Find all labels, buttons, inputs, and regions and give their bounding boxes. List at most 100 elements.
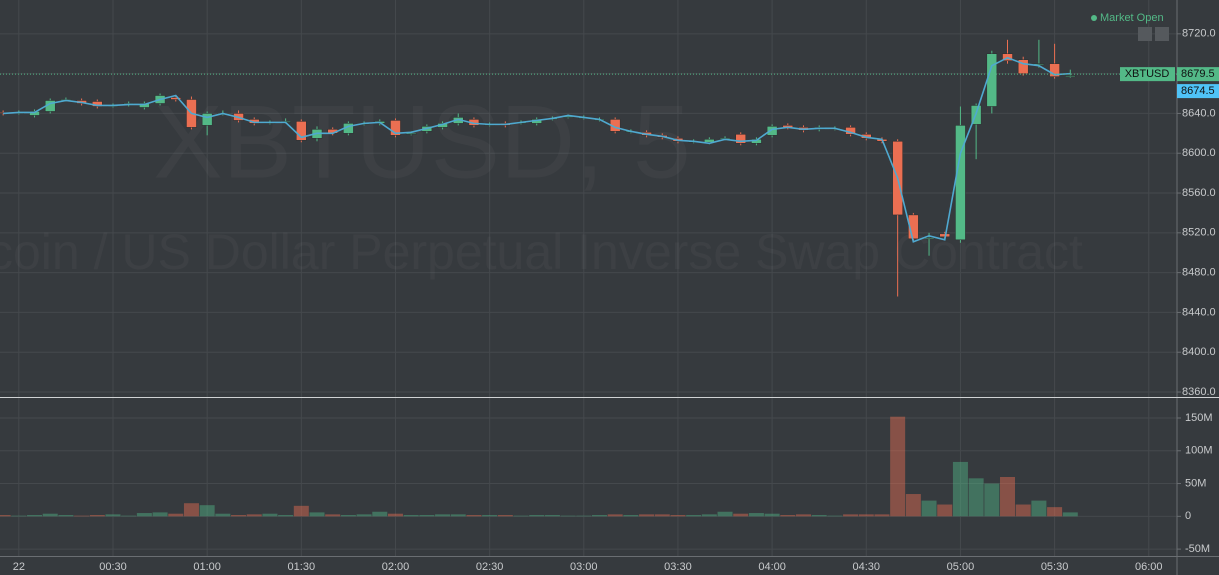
volume-bar — [1000, 477, 1016, 517]
volume-bar — [58, 515, 74, 517]
x-tick-label: 00:30 — [99, 561, 127, 573]
button[interactable] — [1155, 27, 1169, 41]
x-tick-label: 02:00 — [382, 561, 410, 573]
candle-body — [735, 134, 746, 144]
x-tick-label: 01:30 — [288, 561, 316, 573]
volume-bar — [27, 515, 43, 517]
volume-bar — [858, 514, 874, 517]
volume-bar — [639, 514, 655, 517]
volume-bar — [372, 511, 388, 517]
volume-bar — [340, 515, 356, 517]
volume-bar — [623, 515, 639, 517]
volume-bar — [654, 514, 670, 517]
price-label: 8674.5 — [1181, 85, 1215, 97]
volume-bar — [984, 483, 1000, 517]
candle-body — [405, 133, 417, 135]
candle-body — [170, 97, 182, 100]
volume-bar — [0, 515, 11, 517]
grid — [0, 0, 1177, 556]
volume-bar — [1047, 507, 1063, 517]
volume-bar — [890, 416, 906, 517]
volume-bar — [670, 515, 686, 517]
volume-tick-label: 0 — [1185, 510, 1191, 522]
volume-bar — [278, 515, 294, 517]
x-tick-label: 04:30 — [853, 561, 881, 573]
y-tick-label: 8520.0 — [1182, 227, 1216, 239]
status-dot — [1091, 15, 1097, 21]
volume-bar — [1031, 500, 1047, 517]
y-tick-label: 8600.0 — [1182, 147, 1216, 159]
volume-bar — [11, 515, 27, 517]
volume-bar — [403, 515, 419, 517]
price-label-box — [1177, 67, 1219, 82]
volume-bar — [168, 513, 184, 517]
y-tick-label: 8400.0 — [1182, 346, 1216, 358]
y-tick-label: 8560.0 — [1182, 187, 1216, 199]
volume-bar — [591, 515, 607, 517]
volume-bar — [560, 515, 576, 517]
x-tick-label: 01:00 — [193, 561, 221, 573]
volume-bar — [356, 514, 372, 517]
price-label-box — [1177, 84, 1219, 99]
candle-body — [1065, 75, 1076, 77]
volume-bar — [482, 515, 498, 517]
volume-bar — [293, 505, 309, 517]
x-tick-label: 04:00 — [758, 561, 786, 573]
y-tick-label: 8440.0 — [1182, 306, 1216, 318]
volume-tick-label: 100M — [1185, 445, 1213, 457]
volume-bar — [105, 514, 121, 517]
volume-bar — [827, 515, 843, 517]
x-tick-label: 06:00 — [1135, 561, 1163, 573]
volume-bar — [74, 515, 90, 517]
volume-bar — [387, 513, 403, 517]
volume-bar — [215, 513, 231, 517]
volume-bar — [497, 515, 513, 517]
volume-bar — [513, 515, 529, 517]
volume-bar — [309, 512, 325, 517]
volume-bar — [419, 515, 435, 517]
volume-bar — [937, 504, 953, 517]
volume-bar — [733, 513, 749, 517]
volume-bar — [952, 461, 968, 517]
volume-bar — [183, 503, 199, 517]
candle-body — [986, 53, 998, 107]
candle-body — [296, 121, 307, 141]
volume-bar — [905, 494, 921, 517]
x-tick-label: 03:00 — [570, 561, 598, 573]
x-tick-label: 05:30 — [1041, 561, 1069, 573]
candle-body — [704, 139, 715, 143]
volume-bar — [921, 500, 937, 517]
volume-bar — [843, 514, 859, 517]
volume-bar — [544, 515, 560, 517]
price-label: 8679.5 — [1181, 68, 1215, 80]
volume-bar — [717, 511, 733, 517]
volume-bar — [1062, 512, 1078, 517]
volume-bar — [529, 515, 545, 517]
volume-bar — [231, 515, 247, 517]
volume-tick-label: 150M — [1185, 412, 1213, 424]
volume-bar — [246, 514, 262, 517]
y-tick-label: 8720.0 — [1182, 28, 1216, 40]
volume-bar — [874, 514, 890, 517]
watermark-subtitle: coin / US Dollar Perpetual Inverse Swap … — [0, 224, 1083, 280]
volume-bar — [262, 513, 278, 517]
volume-bar — [199, 505, 215, 517]
volume-bar — [686, 515, 702, 517]
indicator-line — [3, 56, 1071, 243]
y-tick-label: 8360.0 — [1182, 386, 1216, 398]
volume-bar — [1015, 504, 1031, 517]
watermark: XBTUSD, 5 — [153, 84, 690, 200]
candle-body — [1049, 63, 1060, 77]
volume-tick-label: 50M — [1185, 477, 1206, 489]
volume-bar — [325, 514, 341, 517]
candle-body — [201, 113, 213, 126]
button[interactable] — [1138, 27, 1152, 41]
candle-body — [390, 120, 401, 136]
market-status: Market Open — [1100, 12, 1164, 24]
x-tick-label: 05:00 — [947, 561, 975, 573]
volume-bar — [136, 513, 152, 517]
candle-body — [766, 126, 778, 136]
volume-bar — [811, 515, 827, 517]
volume-bar — [780, 515, 796, 517]
